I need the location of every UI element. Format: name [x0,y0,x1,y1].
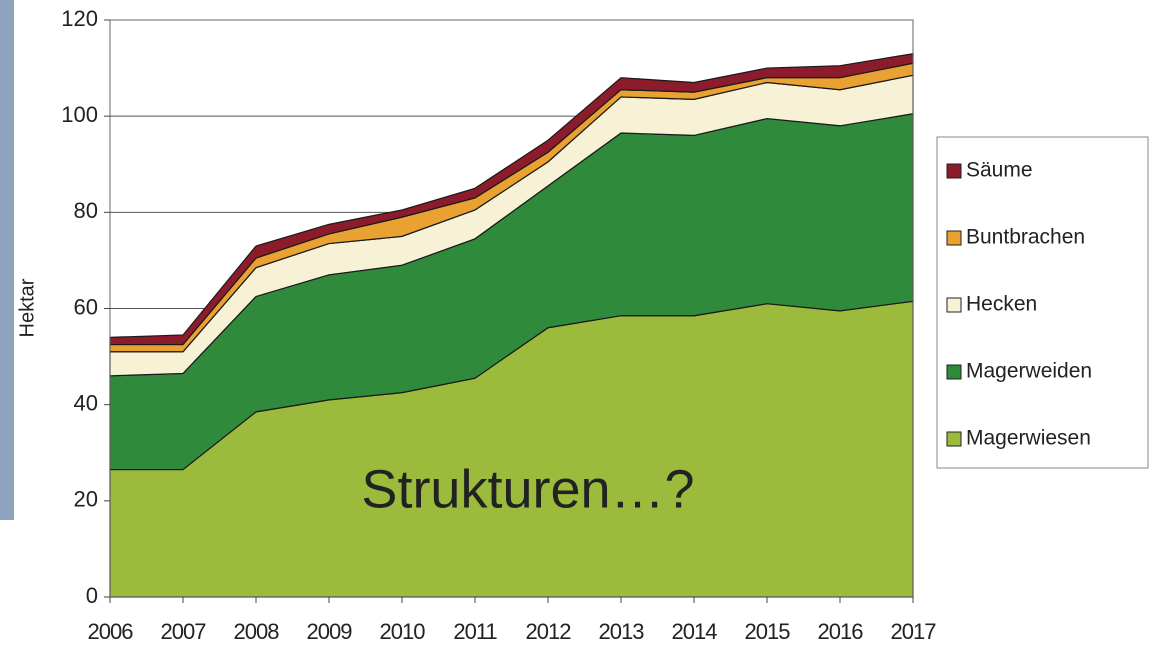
y-axis-label: Hektar [16,278,38,337]
y-tick-label: 80 [74,198,98,223]
y-tick-label: 120 [61,6,98,31]
x-tick-label: 2012 [526,619,572,644]
x-tick-label: 2013 [599,619,645,644]
legend-swatch [946,297,962,313]
legend-swatch [946,230,962,246]
x-tick-label: 2010 [380,619,426,644]
legend-label: Hecken [966,293,1037,316]
legend-label: Magerwiesen [966,427,1091,450]
y-tick-label: 60 [74,294,98,319]
legend-label: Säume [966,159,1033,182]
y-tick-label: 0 [86,583,98,608]
x-tick-label: 2011 [453,619,497,644]
x-tick-label: 2017 [891,619,937,644]
legend-swatch [946,163,962,179]
x-tick-label: 2015 [745,619,791,644]
x-tick-label: 2006 [88,619,134,644]
x-tick-label: 2007 [161,619,207,644]
legend-label: Buntbrachen [966,226,1085,249]
x-tick-label: 2016 [818,619,864,644]
y-tick-label: 40 [74,390,98,415]
legend-label: Magerweiden [966,360,1092,383]
x-tick-label: 2008 [234,619,280,644]
background-strip [0,0,14,520]
legend-swatch [946,364,962,380]
legend-box [936,136,1149,469]
annotation: Strukturen…? [361,459,694,519]
x-tick-label: 2014 [672,619,718,644]
x-tick-label: 2009 [307,619,353,644]
y-tick-label: 100 [61,102,98,127]
y-tick-label: 20 [74,487,98,512]
legend-swatch [946,431,962,447]
